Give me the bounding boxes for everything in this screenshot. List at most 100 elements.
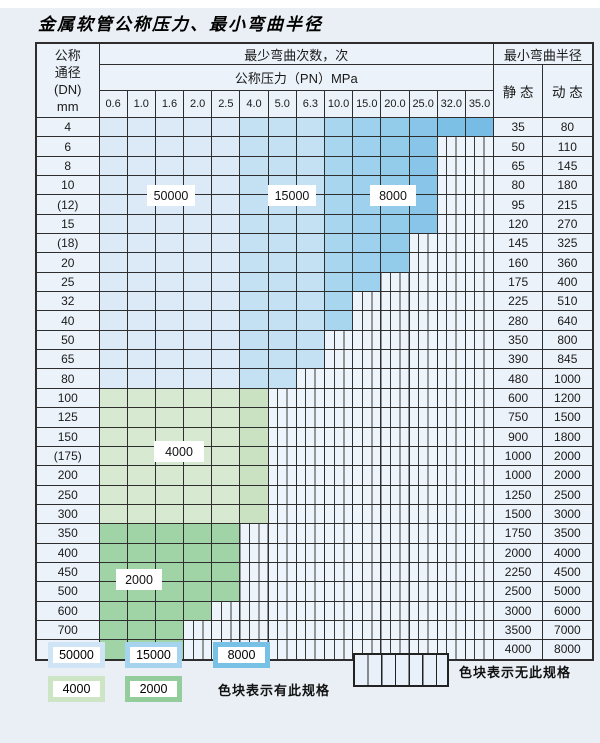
dynamic-radius-cell: 400 [542,271,594,293]
static-radius-cell: 2000 [493,542,544,563]
no-spec-cell [436,542,466,563]
dn-cell: 25 [35,271,100,293]
spec-available-cell [267,329,297,351]
no-spec-cell [323,600,354,621]
no-spec-cell [295,368,326,389]
spec-available-cell [323,175,354,196]
dn-cell: 125 [35,407,100,428]
no-spec-cell [323,484,354,505]
no-spec-cell [267,387,297,409]
no-spec-cell [464,542,495,563]
spec-available-cell [239,349,269,370]
dynamic-radius-cell: 2000 [542,465,594,486]
spec-available-cell [352,233,382,254]
no-spec-cell [408,542,438,563]
static-radius-cell: 390 [493,349,544,370]
no-spec-cell [408,291,438,312]
no-spec-cell [408,233,438,254]
no-spec-cell [380,465,410,486]
dn-cell: 6 [35,136,100,157]
spec-available-cell [126,136,156,157]
legend-bend-counts-green: 4000 2000 色块表示有此规格 [48,676,330,702]
dynamic-radius-cell: 145 [542,155,594,177]
no-spec-cell [408,252,438,273]
table-row: 300 1500 3000 [35,503,594,525]
no-spec-cell [352,523,382,544]
spec-available-cell [352,252,382,273]
table-row: 400 2000 4000 [35,542,594,563]
dn-cell: 10 [35,175,100,196]
spec-available-cell [98,387,128,409]
no-spec-cell [352,329,382,351]
spec-available-cell [183,155,213,177]
no-spec-cell [436,136,466,157]
table-row: 80 480 1000 [35,368,594,389]
no-spec-cell [352,407,382,428]
pressure-value-header: 10.0 [323,90,354,118]
no-spec-cell [295,542,326,563]
spec-available-cell [154,465,185,486]
no-spec-cell [380,600,410,621]
dynamic-radius-cell: 4000 [542,542,594,563]
no-spec-cell [295,484,326,505]
spec-available-cell [183,349,213,370]
page-title: 金属软管公称压力、最小弯曲半径 [38,15,323,35]
pressure-value-header: 1.6 [154,90,185,118]
no-spec-cell [295,503,326,525]
static-radius-cell: 35 [493,116,544,138]
spec-available-cell [211,387,241,409]
spec-available-cell [183,368,213,389]
spec-available-cell [211,581,241,602]
table-row: 40 280 640 [35,310,594,331]
spec-available-cell [323,233,354,254]
no-spec-cell [267,600,297,621]
dn-cell: 350 [35,523,100,544]
dynamic-radius-cell: 3500 [542,523,594,544]
spec-available-cell [154,252,185,273]
no-spec-cell [464,291,495,312]
spec-available-cell [239,175,269,196]
spec-available-cell [267,136,297,157]
spec-available-cell [267,252,297,273]
no-spec-cell [380,619,410,641]
spec-available-cell [380,233,410,254]
spec-available-cell [380,155,410,177]
spec-available-cell [211,426,241,447]
no-spec-cell [295,561,326,583]
no-spec-cell [464,387,495,409]
no-spec-cell [408,387,438,409]
no-spec-cell [323,619,354,641]
spec-available-cell [239,136,269,157]
no-spec-cell [352,561,382,583]
spec-available-cell [98,155,128,177]
spec-available-cell [239,233,269,254]
spec-available-cell [211,368,241,389]
no-spec-cell [408,329,438,351]
no-spec-cell [464,155,495,177]
no-spec-cell [436,600,466,621]
spec-available-cell [239,387,269,409]
spec-available-cell [323,155,354,177]
dynamic-radius-cell: 3000 [542,503,594,525]
no-spec-cell [380,310,410,331]
dynamic-radius-cell: 4500 [542,561,594,583]
spec-available-cell [154,271,185,293]
pressure-value-header: 15.0 [352,90,382,118]
spec-available-cell [323,194,354,215]
static-radius-cell: 1750 [493,523,544,544]
no-spec-cell [295,639,326,661]
spec-available-cell [154,136,185,157]
no-spec-cell [323,407,354,428]
no-spec-cell [436,233,466,254]
no-spec-cell [436,426,466,447]
spec-available-cell [154,619,185,641]
no-spec-cell [239,561,269,583]
spec-available-cell [98,194,128,215]
static-radius-cell: 600 [493,387,544,409]
dn-cell: 80 [35,368,100,389]
spec-available-cell [154,310,185,331]
spec-available-cell [154,523,185,544]
no-spec-cell [352,310,382,331]
spec-available-cell [239,465,269,486]
spec-available-cell [323,271,354,293]
